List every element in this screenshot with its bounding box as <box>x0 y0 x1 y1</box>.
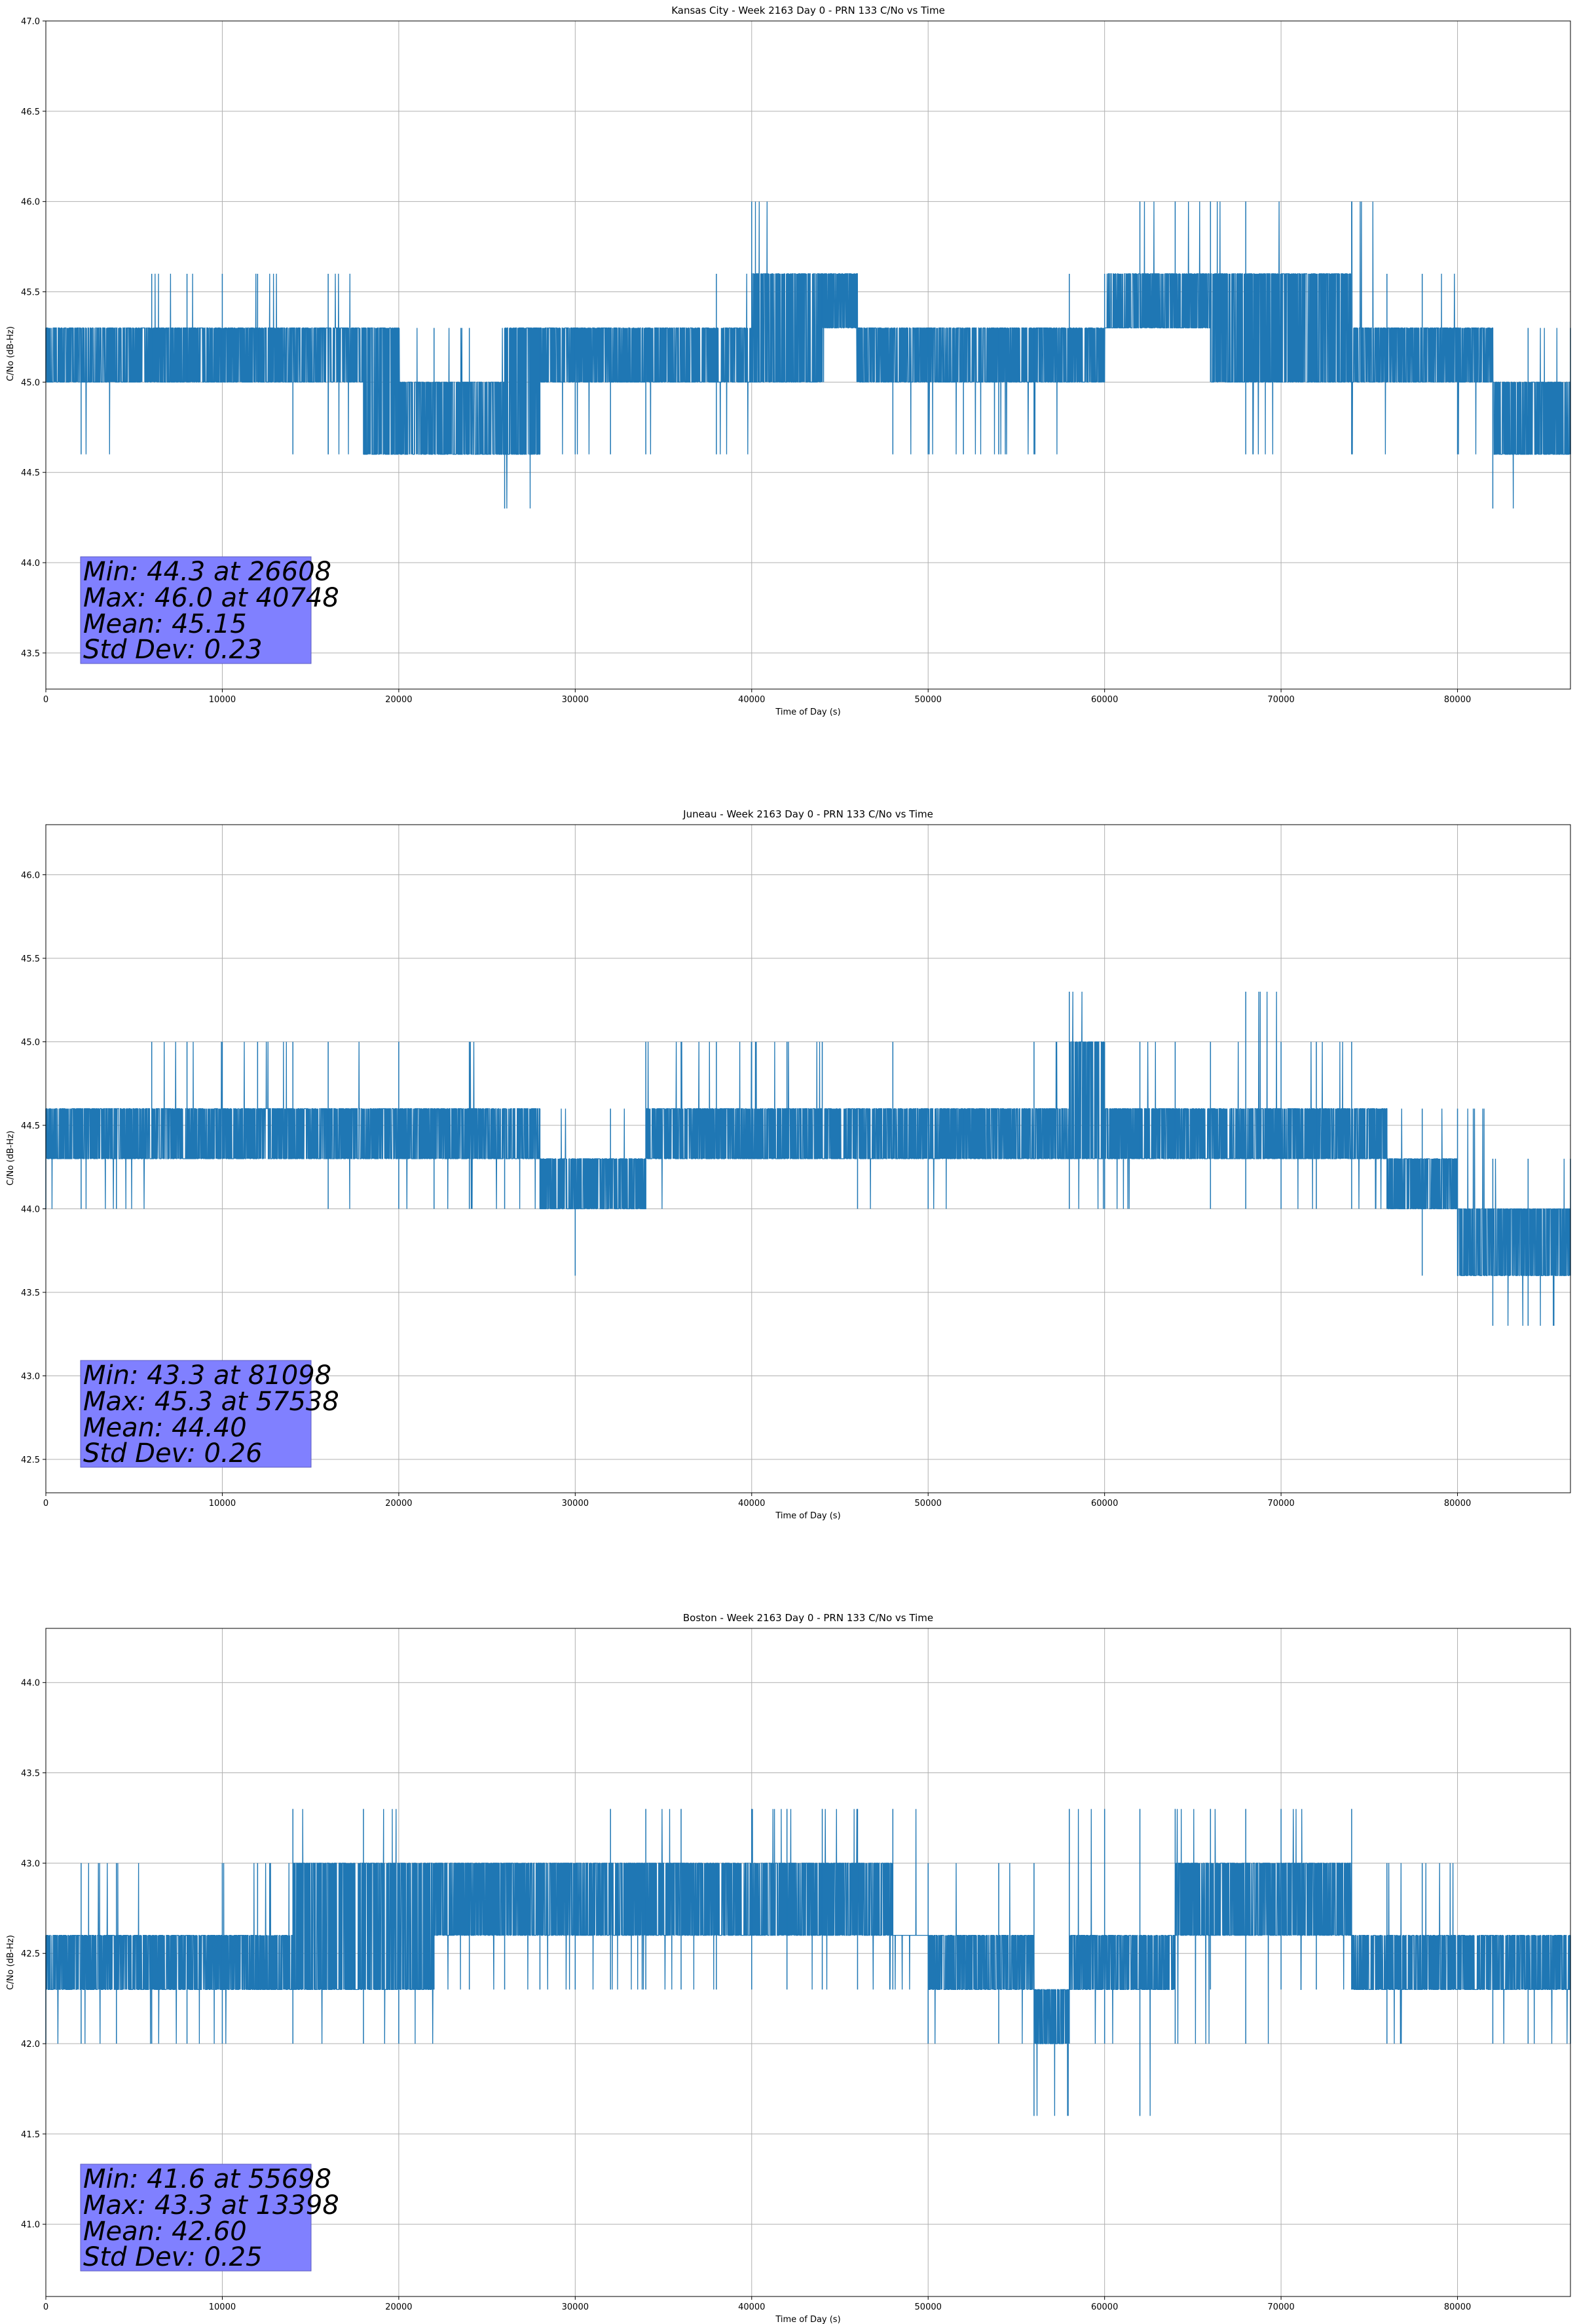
x-tick-label: 80000 <box>1444 1499 1471 1509</box>
panel-title: Juneau - Week 2163 Day 0 - PRN 133 C/No … <box>682 808 933 820</box>
x-tick-label: 60000 <box>1091 695 1118 705</box>
stat-max: Max: 46.0 at 40748 <box>83 583 339 613</box>
y-tick-label: 43.5 <box>21 1769 40 1779</box>
x-tick-label: 70000 <box>1267 2302 1294 2312</box>
x-tick-label: 50000 <box>915 695 942 705</box>
x-tick-label: 0 <box>43 1499 48 1509</box>
y-tick-label: 44.0 <box>21 559 40 569</box>
x-tick-label: 30000 <box>562 1499 589 1509</box>
x-tick-label: 20000 <box>385 1499 412 1509</box>
x-tick-label: 70000 <box>1267 695 1294 705</box>
y-tick-label: 45.5 <box>21 288 40 298</box>
stat-mean: Mean: 45.15 <box>83 609 247 639</box>
stat-min: Min: 43.3 at 81098 <box>83 1360 331 1391</box>
stat-max: Max: 45.3 at 57538 <box>83 1387 339 1417</box>
x-tick-label: 50000 <box>915 2302 942 2312</box>
axes-frame <box>45 1628 1571 2297</box>
y-axis-ticks: 42.5 43.0 43.5 44.0 44.5 45.0 45.5 46.0 <box>21 871 46 1465</box>
x-tick-label: 30000 <box>562 2302 589 2312</box>
statistics-box: Min: 43.3 at 81098 Max: 45.3 at 57538 Me… <box>80 1360 339 1469</box>
stat-min: Min: 41.6 at 55698 <box>83 2164 331 2194</box>
plot-area <box>45 201 1571 509</box>
x-tick-label: 80000 <box>1444 2302 1471 2312</box>
y-tick-label: 43.0 <box>21 1859 40 1869</box>
statistics-box-background <box>80 2164 312 2272</box>
statistics-box: Min: 44.3 at 26608 Max: 46.0 at 40748 Me… <box>80 556 339 665</box>
x-tick-label: 20000 <box>385 695 412 705</box>
stat-mean: Mean: 42.60 <box>83 2217 247 2247</box>
x-tick-label: 10000 <box>209 2302 236 2312</box>
stat-std-dev: Std Dev: 0.26 <box>83 1438 263 1469</box>
y-tick-label: 43.5 <box>21 649 40 659</box>
y-tick-label: 43.0 <box>21 1372 40 1382</box>
cno-series-line <box>45 201 1571 509</box>
y-tick-label: 41.5 <box>21 2130 40 2140</box>
x-tick-label: 60000 <box>1091 2302 1118 2312</box>
y-tick-label: 43.5 <box>21 1288 40 1298</box>
y-tick-label: 44.5 <box>21 1121 40 1131</box>
axes-frame <box>45 824 1571 1493</box>
y-tick-label: 44.0 <box>21 1679 40 1689</box>
y-tick-label: 44.5 <box>21 468 40 478</box>
y-axis-label: C/No (dB-Hz) <box>6 1131 16 1186</box>
x-tick-label: 60000 <box>1091 1499 1118 1509</box>
x-tick-label: 40000 <box>738 2302 765 2312</box>
y-tick-label: 41.0 <box>21 2221 40 2230</box>
y-tick-label: 42.0 <box>21 2040 40 2050</box>
x-tick-label: 30000 <box>562 695 589 705</box>
x-axis-ticks: 0 10000 20000 30000 40000 50000 60000 70000 8000… <box>43 1493 1471 1509</box>
x-tick-label: 40000 <box>738 695 765 705</box>
x-tick-label: 50000 <box>915 1499 942 1509</box>
panel-title: Kansas City - Week 2163 Day 0 - PRN 133 … <box>671 5 945 16</box>
x-tick-label: 0 <box>43 695 48 705</box>
y-tick-label: 44.0 <box>21 1205 40 1215</box>
y-axis-label: C/No (dB-Hz) <box>6 1935 16 1990</box>
y-tick-label: 45.5 <box>21 954 40 964</box>
statistics-box: Min: 41.6 at 55698 Max: 43.3 at 13398 Me… <box>80 2164 339 2272</box>
stat-std-dev: Std Dev: 0.25 <box>83 2242 263 2272</box>
y-tick-label: 45.0 <box>21 378 40 388</box>
y-axis-label: C/No (dB-Hz) <box>6 326 16 381</box>
plot-area <box>45 991 1571 1326</box>
axes-frame <box>45 20 1571 690</box>
y-tick-label: 45.0 <box>21 1038 40 1048</box>
x-tick-label: 80000 <box>1444 695 1471 705</box>
x-tick-label: 40000 <box>738 1499 765 1509</box>
y-tick-label: 46.0 <box>21 871 40 881</box>
x-axis-ticks: 0 10000 20000 30000 40000 50000 60000 70000 8000… <box>43 2296 1471 2312</box>
panel-title: Boston - Week 2163 Day 0 - PRN 133 C/No … <box>683 1612 933 1624</box>
stat-max: Max: 43.3 at 13398 <box>83 2190 339 2221</box>
x-axis-label: Time of Day (s) <box>775 707 840 717</box>
y-tick-label: 42.5 <box>21 1455 40 1465</box>
x-tick-label: 20000 <box>385 2302 412 2312</box>
y-tick-label: 47.0 <box>21 17 40 27</box>
kansas-city-panel: Kansas City - Week 2163 Day 0 - PRN 133 … <box>6 5 1571 717</box>
juneau-panel: Juneau - Week 2163 Day 0 - PRN 133 C/No … <box>6 808 1571 1521</box>
stat-std-dev: Std Dev: 0.23 <box>83 635 263 665</box>
x-tick-label: 10000 <box>209 695 236 705</box>
y-tick-label: 46.5 <box>21 107 40 117</box>
y-axis-ticks: 41.0 41.5 42.0 42.5 43.0 43.5 44.0 <box>21 1679 46 2230</box>
x-axis-ticks: 0 10000 20000 30000 40000 50000 60000 70000 8000… <box>43 689 1471 705</box>
x-axis-label: Time of Day (s) <box>775 1511 840 1521</box>
y-tick-label: 46.0 <box>21 198 40 208</box>
plot-area <box>45 1809 1571 2116</box>
statistics-box-background <box>80 556 312 664</box>
x-tick-label: 10000 <box>209 1499 236 1509</box>
y-tick-label: 42.5 <box>21 1949 40 1959</box>
stat-mean: Mean: 44.40 <box>83 1413 247 1443</box>
statistics-box-background <box>80 1360 312 1468</box>
y-axis-ticks: 43.5 44.0 44.5 45.0 45.5 46.0 46.5 47.0 <box>21 17 46 659</box>
x-axis-label: Time of Day (s) <box>775 2315 840 2324</box>
x-tick-label: 70000 <box>1267 1499 1294 1509</box>
stat-min: Min: 44.3 at 26608 <box>83 557 331 587</box>
x-tick-label: 0 <box>43 2302 48 2312</box>
boston-panel: Boston - Week 2163 Day 0 - PRN 133 C/No … <box>6 1612 1571 2324</box>
